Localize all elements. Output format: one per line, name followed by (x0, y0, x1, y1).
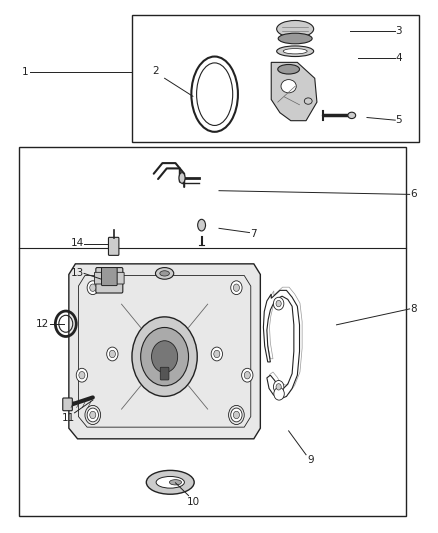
Ellipse shape (283, 49, 307, 54)
Circle shape (107, 347, 118, 361)
Circle shape (276, 384, 281, 390)
FancyBboxPatch shape (116, 272, 124, 284)
Circle shape (231, 281, 242, 295)
Circle shape (274, 387, 284, 400)
Polygon shape (271, 62, 317, 120)
Ellipse shape (278, 64, 300, 74)
Bar (19, 147, 406, 516)
Text: 9: 9 (307, 455, 314, 465)
Polygon shape (69, 264, 260, 439)
Text: 6: 6 (411, 189, 417, 199)
FancyBboxPatch shape (96, 268, 123, 293)
FancyBboxPatch shape (102, 268, 117, 286)
Circle shape (132, 317, 197, 397)
Ellipse shape (281, 79, 296, 93)
Text: 7: 7 (251, 229, 257, 239)
Circle shape (76, 368, 88, 382)
Circle shape (273, 297, 284, 310)
Ellipse shape (277, 46, 314, 56)
Text: 2: 2 (152, 67, 159, 76)
Ellipse shape (179, 173, 185, 183)
FancyBboxPatch shape (160, 367, 169, 380)
Text: 3: 3 (395, 26, 402, 36)
Circle shape (87, 408, 99, 422)
Text: 1: 1 (22, 68, 28, 77)
Circle shape (214, 350, 220, 358)
Ellipse shape (170, 480, 182, 485)
Ellipse shape (198, 219, 205, 231)
Circle shape (141, 327, 188, 386)
Circle shape (90, 284, 96, 292)
Text: 12: 12 (36, 319, 49, 329)
FancyBboxPatch shape (63, 398, 72, 411)
Circle shape (152, 341, 178, 373)
Ellipse shape (277, 20, 314, 37)
Text: 5: 5 (395, 115, 402, 125)
Ellipse shape (146, 470, 194, 494)
Circle shape (242, 368, 253, 382)
FancyBboxPatch shape (95, 272, 102, 284)
Ellipse shape (156, 477, 184, 488)
Circle shape (244, 372, 251, 379)
Polygon shape (263, 290, 300, 399)
Circle shape (211, 347, 223, 361)
Circle shape (79, 372, 85, 379)
Text: 8: 8 (411, 304, 417, 314)
Text: 13: 13 (71, 268, 84, 278)
Text: 4: 4 (395, 53, 402, 63)
Circle shape (231, 408, 242, 422)
Ellipse shape (348, 112, 356, 118)
Ellipse shape (160, 271, 170, 276)
Ellipse shape (155, 268, 174, 279)
Text: 11: 11 (62, 413, 75, 423)
Text: 14: 14 (71, 238, 84, 248)
Ellipse shape (278, 33, 312, 44)
FancyBboxPatch shape (109, 237, 119, 255)
Circle shape (90, 411, 96, 419)
Circle shape (233, 284, 240, 292)
Ellipse shape (304, 98, 312, 104)
Bar (132, 14, 419, 142)
Circle shape (87, 281, 99, 295)
Circle shape (273, 381, 284, 393)
Circle shape (233, 411, 240, 419)
Circle shape (110, 350, 116, 358)
Circle shape (276, 301, 281, 307)
Text: 10: 10 (186, 497, 199, 507)
